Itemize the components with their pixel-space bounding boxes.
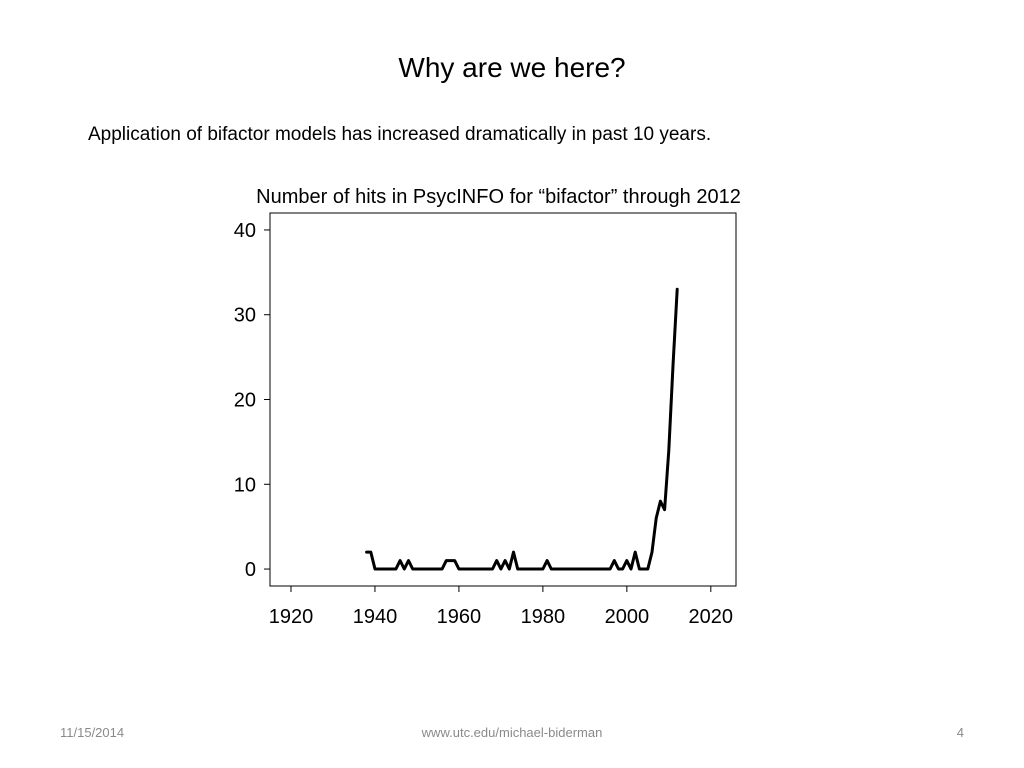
data-point [411, 567, 414, 571]
data-point [667, 449, 671, 452]
data-point [537, 567, 540, 571]
data-point [587, 567, 591, 571]
data-point [432, 567, 435, 571]
data-point [676, 288, 679, 291]
data-point [474, 567, 477, 571]
data-point [550, 567, 553, 571]
y-tick-label: 0 [245, 559, 256, 581]
bullet-text: Application of bifactor models has incre… [88, 124, 712, 145]
data-point [533, 567, 536, 571]
series-line [365, 287, 679, 571]
data-point [457, 567, 461, 571]
data-point [478, 567, 482, 571]
data-point [596, 567, 599, 571]
data-point [449, 559, 452, 562]
data-point [424, 567, 427, 571]
data-point [575, 567, 578, 571]
data-point [671, 364, 675, 367]
data-point [398, 559, 402, 562]
data-point [642, 567, 645, 571]
data-point [487, 567, 490, 571]
chart-title: Number of hits in PsycINFO for “bifactor… [256, 186, 741, 208]
data-point [638, 567, 641, 571]
footer-page-number: 4 [956, 725, 964, 740]
x-tick-label: 1980 [521, 606, 566, 628]
x-tick-label: 2020 [689, 606, 734, 628]
data-point [482, 567, 486, 571]
data-point [545, 559, 549, 562]
data-point [634, 550, 637, 554]
slide-title: Why are we here? [398, 52, 626, 83]
data-point [541, 567, 545, 571]
data-point [554, 567, 557, 571]
data-point [608, 567, 612, 571]
y-tick-label: 40 [234, 220, 256, 242]
data-point [415, 567, 419, 571]
data-point [604, 567, 608, 571]
data-point [407, 559, 410, 562]
data-point [495, 559, 498, 562]
data-point [650, 550, 654, 554]
data-point [625, 559, 629, 562]
data-point [529, 567, 532, 571]
y-tick-label: 10 [234, 474, 256, 496]
data-point [571, 567, 574, 571]
data-point [629, 567, 633, 571]
data-point [470, 567, 473, 571]
data-point [499, 567, 503, 571]
series-layer [365, 287, 679, 571]
data-point [600, 567, 603, 571]
data-point [579, 567, 582, 571]
data-point [394, 567, 398, 571]
data-point [461, 567, 465, 571]
footer-date: 11/15/2014 [60, 725, 125, 740]
footer-url: www.utc.edu/michael-biderman [421, 725, 603, 740]
data-point [516, 567, 519, 571]
data-point [512, 550, 515, 554]
x-tick-label: 1920 [269, 606, 314, 628]
data-point [445, 559, 448, 562]
data-point [621, 567, 624, 571]
data-point [436, 567, 440, 571]
data-point [419, 567, 423, 571]
data-point [365, 550, 368, 554]
data-point [558, 567, 561, 571]
data-point [508, 567, 511, 571]
y-tick-label: 20 [234, 390, 256, 412]
y-axis: 0 10 20 30 40 [234, 220, 270, 581]
data-point [491, 567, 494, 571]
data-point [403, 567, 406, 571]
data-point [646, 567, 650, 571]
data-point [524, 567, 528, 571]
data-point [382, 567, 385, 571]
data-point [377, 567, 381, 571]
data-point [583, 567, 587, 571]
data-point [369, 550, 372, 554]
data-point [373, 567, 377, 571]
data-point [566, 567, 570, 571]
data-point [440, 567, 444, 571]
data-point [503, 559, 507, 562]
data-point [613, 559, 616, 562]
data-point [428, 567, 431, 571]
data-point [663, 508, 666, 511]
plot-frame [269, 212, 737, 587]
data-point [617, 567, 620, 571]
x-tick-label: 1960 [437, 606, 482, 628]
x-axis: 1920 1940 1960 1980 2000 2020 [269, 586, 733, 628]
data-point [453, 559, 456, 562]
x-tick-label: 1940 [353, 606, 398, 628]
y-tick-label: 30 [234, 305, 256, 327]
data-point [592, 567, 595, 571]
data-point [386, 567, 389, 571]
data-point [655, 516, 658, 520]
data-point [466, 567, 469, 571]
x-tick-label: 2000 [605, 606, 650, 628]
data-point [390, 567, 393, 571]
data-point [659, 500, 662, 503]
data-point [520, 567, 524, 571]
data-point [562, 567, 566, 571]
